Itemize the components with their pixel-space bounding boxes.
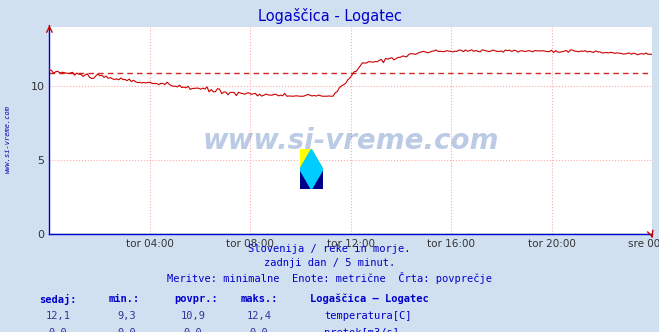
Text: maks.:: maks.: <box>241 294 278 304</box>
Text: povpr.:: povpr.: <box>175 294 218 304</box>
Text: www.si-vreme.com: www.si-vreme.com <box>5 106 11 173</box>
Text: 0,0: 0,0 <box>118 328 136 332</box>
Text: temperatura[C]: temperatura[C] <box>324 311 412 321</box>
Polygon shape <box>300 149 323 189</box>
Text: 12,4: 12,4 <box>246 311 272 321</box>
Text: Logaščica – Logatec: Logaščica – Logatec <box>310 294 428 304</box>
Text: min.:: min.: <box>109 294 140 304</box>
Text: 12,1: 12,1 <box>45 311 71 321</box>
Text: pretok[m3/s]: pretok[m3/s] <box>324 328 399 332</box>
Text: 0,0: 0,0 <box>184 328 202 332</box>
Text: Slovenija / reke in morje.: Slovenija / reke in morje. <box>248 244 411 254</box>
Polygon shape <box>300 149 312 169</box>
Text: zadnji dan / 5 minut.: zadnji dan / 5 minut. <box>264 258 395 268</box>
Text: Logaščica - Logatec: Logaščica - Logatec <box>258 8 401 24</box>
Text: 10,9: 10,9 <box>181 311 206 321</box>
Text: Meritve: minimalne  Enote: metrične  Črta: povprečje: Meritve: minimalne Enote: metrične Črta:… <box>167 272 492 284</box>
Text: 0,0: 0,0 <box>49 328 67 332</box>
Text: www.si-vreme.com: www.si-vreme.com <box>203 127 499 155</box>
Text: 0,0: 0,0 <box>250 328 268 332</box>
Text: 9,3: 9,3 <box>118 311 136 321</box>
Text: sedaj:: sedaj: <box>40 294 77 305</box>
Polygon shape <box>300 169 323 189</box>
Polygon shape <box>300 149 323 169</box>
